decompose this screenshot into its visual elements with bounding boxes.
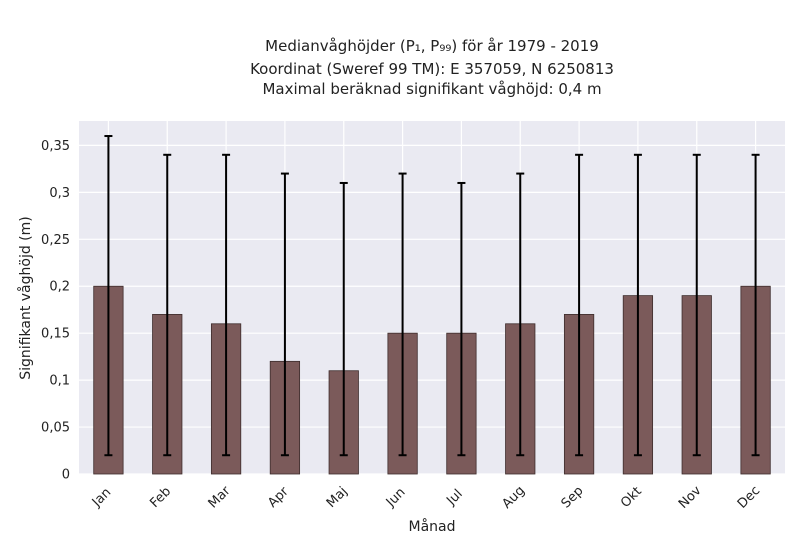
y-tick-label: 0,35 bbox=[41, 139, 70, 154]
y-tick-label: 0,2 bbox=[49, 280, 70, 295]
x-tick-label: Okt bbox=[618, 484, 645, 511]
x-tick-label: Feb bbox=[147, 484, 174, 511]
y-tick-label: 0 bbox=[62, 468, 70, 483]
x-tick-label: Mar bbox=[206, 483, 234, 511]
plot-area bbox=[79, 121, 785, 474]
x-tick-label: Dec bbox=[735, 483, 763, 511]
x-axis-ticks: Jan Feb Mar Apr Maj Jun Jul Aug Sep Okt Nov Dec bbox=[89, 483, 763, 512]
chart-title-line-3: Maximal beräknad signifikant våghöjd: 0,… bbox=[262, 80, 601, 98]
chart-title-line-1: Medianvåghöjder (P₁, P₉₉) för år 1979 - … bbox=[265, 37, 599, 55]
y-axis-label: Signifikant våghöjd (m) bbox=[17, 216, 34, 379]
x-tick-label: Nov bbox=[676, 483, 705, 512]
y-tick-label: 0,15 bbox=[41, 327, 70, 342]
x-tick-label: Aug bbox=[499, 483, 528, 512]
x-axis-label: Månad bbox=[409, 518, 456, 535]
y-tick-label: 0,25 bbox=[41, 233, 70, 248]
x-tick-label: Jun bbox=[383, 485, 409, 511]
x-tick-label: Apr bbox=[265, 484, 292, 511]
chart-title-line-2: Koordinat (Sweref 99 TM): E 357059, N 62… bbox=[250, 60, 614, 78]
x-tick-label: Sep bbox=[559, 484, 587, 512]
x-tick-label: Jul bbox=[443, 487, 465, 509]
x-tick-label: Maj bbox=[324, 484, 351, 511]
y-tick-label: 0,3 bbox=[49, 186, 70, 201]
error-bars bbox=[104, 135, 760, 457]
y-tick-label: 0,05 bbox=[41, 421, 70, 436]
y-axis-ticks: 0 0,05 0,1 0,15 0,2 0,25 0,3 0,35 bbox=[41, 139, 70, 483]
y-tick-label: 0,1 bbox=[49, 374, 70, 389]
x-tick-label: Jan bbox=[89, 485, 114, 510]
